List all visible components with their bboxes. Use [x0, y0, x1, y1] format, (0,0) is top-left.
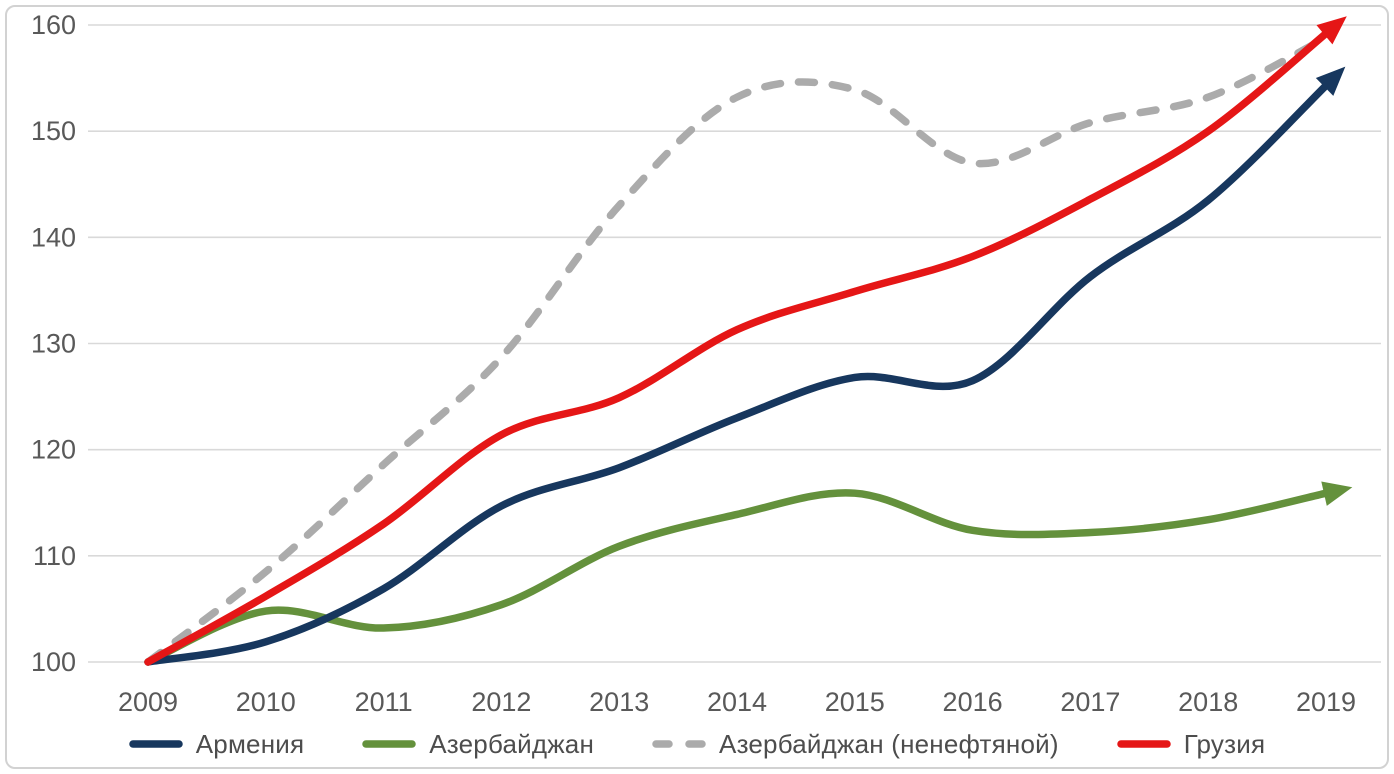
series-line-1	[144, 489, 1330, 666]
y-tick-label: 110	[33, 541, 76, 571]
x-tick-label: 2014	[707, 687, 767, 717]
arrowhead-0	[1315, 66, 1346, 96]
y-tick-label: 130	[31, 328, 76, 358]
series-line-3	[144, 29, 1330, 666]
legend-item-3: Грузия	[1116, 728, 1266, 760]
series-line-0	[144, 81, 1330, 666]
y-tick-label: 160	[31, 10, 76, 40]
arrowhead-3	[1316, 16, 1347, 45]
legend-label: Азербайджан	[429, 728, 595, 759]
legend: Армения Азербайджан Азербайджан (ненефтяно…	[0, 724, 1394, 764]
y-tick-label: 120	[31, 435, 76, 465]
y-tick-label: 140	[31, 222, 76, 252]
x-tick-label: 2019	[1296, 687, 1356, 717]
legend-label: Азербайджан (ненефтяной)	[719, 728, 1059, 759]
legend-item-0: Армения	[129, 729, 305, 760]
y-tick-label: 100	[31, 647, 76, 677]
legend-label: Грузия	[1183, 728, 1266, 759]
chart-border	[5, 5, 1389, 769]
legend-swatch-icon	[362, 740, 417, 748]
x-tick-label: 2009	[118, 687, 178, 717]
x-tick-label: 2018	[1178, 687, 1238, 717]
x-tick-label: 2011	[355, 687, 413, 717]
legend-item-2: Азербайджан (ненефтяной)	[652, 729, 1059, 760]
arrowhead-1	[1321, 481, 1353, 506]
x-tick-label: 2016	[943, 687, 1003, 717]
x-tick-label: 2017	[1060, 687, 1120, 717]
x-tick-label: 2015	[825, 687, 885, 717]
x-tick-label: 2012	[471, 687, 531, 717]
legend-label: Армения	[195, 728, 305, 759]
legend-item-1: Азербайджан	[362, 729, 594, 760]
legend-swatch-icon	[129, 740, 183, 748]
series-line-2	[144, 33, 1330, 666]
legend-swatch-icon	[1116, 740, 1171, 748]
y-tick-label: 150	[31, 116, 76, 146]
legend-swatch-icon	[652, 740, 706, 748]
x-tick-label: 2013	[589, 687, 649, 717]
x-tick-label: 2010	[236, 687, 296, 717]
